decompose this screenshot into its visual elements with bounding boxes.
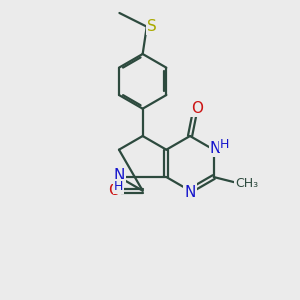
Text: CH₃: CH₃ bbox=[235, 177, 258, 190]
Text: N: N bbox=[210, 141, 221, 156]
Text: H: H bbox=[220, 138, 229, 151]
Text: S: S bbox=[147, 19, 157, 34]
Text: N: N bbox=[184, 185, 196, 200]
Text: N: N bbox=[113, 168, 125, 183]
Text: O: O bbox=[108, 183, 120, 198]
Text: O: O bbox=[191, 101, 203, 116]
Text: H: H bbox=[114, 180, 123, 193]
